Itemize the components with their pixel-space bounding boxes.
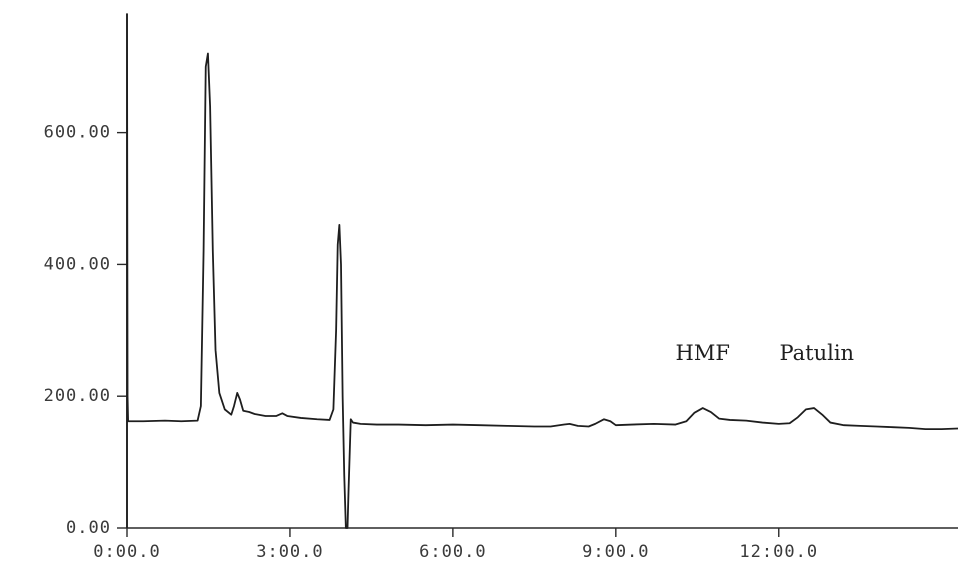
x-tick-label: 9:00.0 <box>582 542 649 562</box>
x-ticks: 0:00.0 3:00.0 6:00.0 9:00.0 12:00.0 <box>93 528 818 562</box>
y-ticks: 0.00 200.00 400.00 600.00 <box>44 123 127 538</box>
x-tick-label: 0:00.0 <box>93 542 160 562</box>
y-tick-label: 200.00 <box>44 386 111 406</box>
x-tick-label: 3:00.0 <box>256 542 323 562</box>
y-tick-label: 600.00 <box>44 123 111 143</box>
peak-label-hmf: HMF <box>676 341 730 365</box>
chromatogram-trace <box>126 13 959 529</box>
y-tick-label: 400.00 <box>44 254 111 274</box>
series-layer <box>126 13 959 529</box>
y-tick-label: 0.00 <box>66 518 111 538</box>
peak-annotations: HMF Patulin <box>676 341 855 365</box>
x-tick-label: 6:00.0 <box>419 542 486 562</box>
peak-label-patulin: Patulin <box>779 341 854 365</box>
x-tick-label: 12:00.0 <box>739 542 818 562</box>
axes <box>126 14 958 529</box>
